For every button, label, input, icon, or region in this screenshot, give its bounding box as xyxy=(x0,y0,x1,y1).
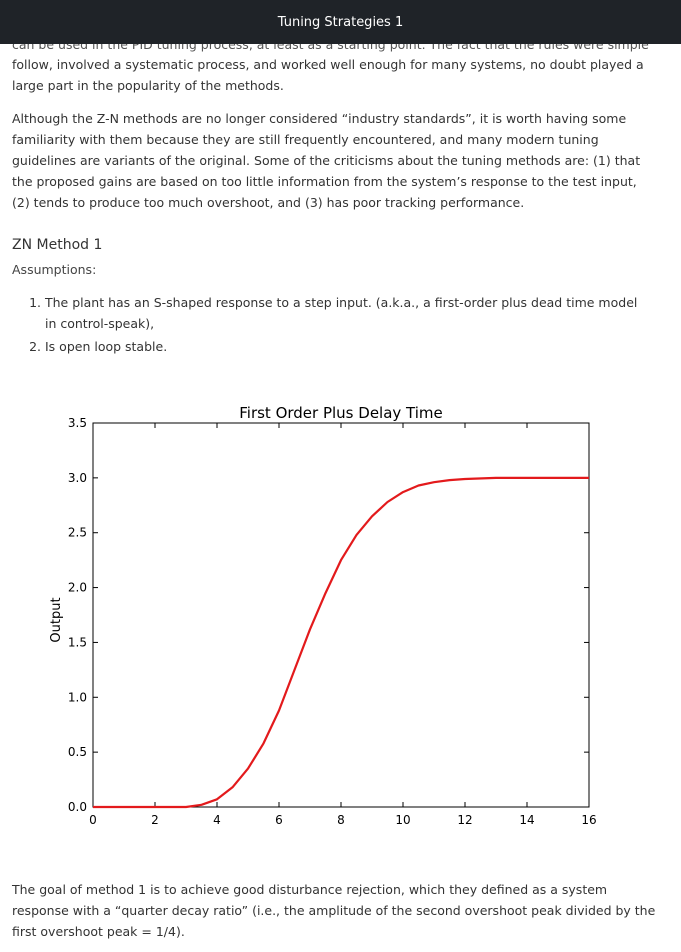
y-tick-label: 2.5 xyxy=(68,526,87,540)
x-tick-label: 12 xyxy=(457,813,472,827)
page-title: Tuning Strategies 1 xyxy=(277,14,404,30)
y-tick-label: 1.0 xyxy=(68,690,87,704)
assumptions-list: The plant has an S-shaped response to a … xyxy=(12,292,652,357)
assumptions-label: Assumptions: xyxy=(12,262,97,277)
y-tick-label: 3.0 xyxy=(68,471,87,485)
x-tick-label: 6 xyxy=(275,813,283,827)
plot-area-frame xyxy=(92,422,590,808)
chart-container: First Order Plus Delay Time Output 0 2 4 6 8… xyxy=(0,395,681,835)
y-tick-label: 3.5 xyxy=(68,416,87,430)
y-tick-label: 1.5 xyxy=(68,635,87,649)
list-item: Is open loop stable. xyxy=(45,336,652,357)
x-tick-label: 14 xyxy=(519,813,534,827)
article-body: can be used in the PID tuning process, a… xyxy=(12,34,652,359)
x-tick-label: 8 xyxy=(337,813,345,827)
series-line xyxy=(93,476,589,809)
y-tick-label: 0.0 xyxy=(68,800,87,814)
y-axis-label: Output xyxy=(49,597,64,642)
x-tick-label: 0 xyxy=(89,813,97,827)
paragraph-goal: The goal of method 1 is to achieve good … xyxy=(12,882,656,939)
y-tick-label: 2.0 xyxy=(68,581,87,595)
series-layer xyxy=(93,476,589,809)
fopdt-chart: First Order Plus Delay Time Output 0 2 4 6 8… xyxy=(49,404,597,827)
chart-title: First Order Plus Delay Time xyxy=(239,404,443,422)
axis-ticks: 0 2 4 6 8 10 12 14 16 0.0 0.5 1.0 1.5 2.0 2.5 3.0 3.5 xyxy=(68,416,597,827)
x-tick-label: 2 xyxy=(151,813,159,827)
y-tick-label: 0.5 xyxy=(68,745,87,759)
x-tick-label: 10 xyxy=(395,813,410,827)
x-tick-label: 4 xyxy=(213,813,221,827)
section-heading: ZN Method 1 xyxy=(12,237,103,253)
x-tick-label: 16 xyxy=(581,813,596,827)
top-bar: Tuning Strategies 1 xyxy=(0,0,681,44)
paragraph-criticisms: Although the Z-N methods are no longer c… xyxy=(12,111,641,210)
list-item: The plant has an S-shaped response to a … xyxy=(45,292,652,334)
paragraph-popularity: follow, involved a systematic process, a… xyxy=(12,57,644,93)
